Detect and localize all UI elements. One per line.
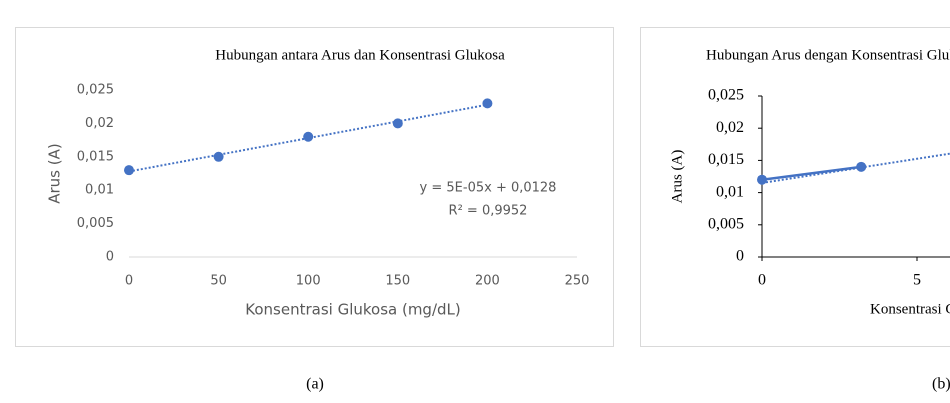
y-tick-label: 0,025 [77, 83, 114, 98]
trendline-r2: R² = 0,9952 [449, 204, 528, 219]
trendline [128, 103, 488, 173]
series-line [761, 165, 862, 181]
data-point [856, 161, 867, 172]
x-tick-label: 0 [125, 274, 133, 289]
y-tick-label: 0 [736, 248, 744, 265]
y-tick-label: 0,015 [708, 151, 744, 168]
y-axis-label: Arus (A) [669, 150, 685, 204]
data-point [392, 118, 403, 129]
data-point [303, 131, 314, 142]
y-tick-label: 0,02 [85, 116, 114, 131]
chart: Hubungan Arus dengan Konsentrasi Glukosa… [669, 47, 950, 317]
x-tick-label: 0 [758, 272, 766, 289]
x-tick-label: 250 [565, 274, 590, 289]
x-axis-label: Konsentrasi Glukosa (mg/dL) [245, 301, 461, 319]
trendline-equation: y = 5E-05x + 0,0128 [420, 181, 557, 196]
chart: Hubungan antara Arus dan Konsentrasi Glu… [46, 47, 590, 318]
chart-title: Hubungan antara Arus dan Konsentrasi Glu… [215, 47, 505, 63]
y-axis-label: Arus (A) [46, 143, 64, 203]
data-point [213, 151, 224, 162]
trendline [761, 152, 950, 184]
x-axis-label: Konsentrasi Glukosa [870, 301, 950, 317]
y-tick-label: 0,01 [85, 183, 114, 198]
x-tick-label: 5 [913, 272, 921, 289]
y-tick-label: 0,005 [77, 216, 114, 231]
data-point [757, 174, 767, 185]
y-tick-label: 0,025 [708, 87, 744, 104]
y-tick-label: 0,005 [708, 215, 744, 232]
x-tick-label: 200 [475, 274, 500, 289]
chart-frame [640, 27, 950, 347]
caption: (a) [306, 376, 324, 393]
y-tick-label: 0 [106, 250, 114, 265]
chart-frame [15, 27, 614, 347]
x-tick-label: 100 [296, 274, 321, 289]
x-tick-label: 50 [210, 274, 227, 289]
data-point [482, 98, 493, 109]
x-tick-label: 150 [385, 274, 410, 289]
caption: (b) [932, 376, 950, 393]
chart-title: Hubungan Arus dengan Konsentrasi Glukosa [706, 47, 950, 63]
y-tick-label: 0,02 [716, 119, 744, 136]
y-tick-label: 0,015 [77, 149, 114, 164]
y-tick-label: 0,01 [716, 183, 744, 200]
data-point [124, 165, 134, 176]
